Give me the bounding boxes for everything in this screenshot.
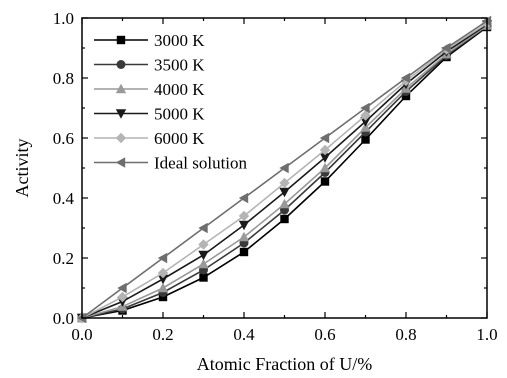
x-tick-label: 0.4 — [233, 325, 255, 344]
legend-marker — [116, 35, 126, 45]
data-point — [400, 72, 411, 84]
data-point — [157, 267, 169, 279]
legend-marker — [116, 60, 126, 69]
data-point — [280, 214, 289, 224]
legend-entry: 4000 K — [94, 80, 205, 99]
data-point — [198, 239, 209, 250]
legend-marker — [115, 157, 126, 168]
legend-label: 6000 K — [154, 129, 205, 148]
y-tick-label: 0.2 — [53, 249, 74, 268]
data-point — [279, 162, 289, 174]
axes: 0.0 0.2 0.4 0.6 0.8 1.0 0.0 0.2 0.4 0.6 0.8 1.0 — [53, 9, 498, 344]
y-tick-label: 0.4 — [53, 189, 75, 208]
x-tick-label: 0.6 — [314, 325, 335, 344]
data-point — [360, 110, 371, 121]
series-line — [81, 24, 488, 319]
data-point — [117, 282, 127, 294]
data-point — [198, 222, 208, 234]
data-point — [360, 117, 371, 127]
data-point — [239, 247, 249, 257]
legend-entry: Ideal solution — [94, 154, 248, 173]
data-point — [360, 102, 370, 114]
y-tick-label: 1.0 — [53, 9, 74, 28]
data-point — [238, 231, 250, 242]
data-point — [238, 220, 250, 231]
legend-entry: 5000 K — [94, 105, 205, 124]
legend-marker — [115, 83, 127, 94]
data-point — [320, 177, 330, 186]
data-point — [319, 144, 331, 156]
legend-entry: 3000 K — [94, 31, 205, 50]
x-axis-title: Atomic Fraction of U/% — [197, 354, 372, 374]
y-tick-label: 0.8 — [53, 69, 74, 88]
data-point — [198, 250, 209, 261]
data-point — [157, 274, 169, 285]
data-point — [441, 42, 451, 54]
data-point — [319, 132, 330, 144]
y-tick-label: 0.6 — [53, 129, 74, 148]
y-axis-title: Activity — [12, 139, 32, 198]
data-point — [319, 153, 331, 163]
legend-marker — [115, 109, 127, 119]
legend-label: 5000 K — [154, 105, 205, 124]
series-line — [81, 25, 488, 319]
data-point — [157, 252, 168, 264]
legend-marker — [115, 132, 127, 144]
x-tick-label: 0.0 — [71, 325, 92, 344]
legend-label: 3000 K — [154, 31, 205, 50]
x-tick-label: 0.2 — [152, 325, 173, 344]
series-ideal-solution — [76, 15, 492, 324]
data-point — [361, 135, 370, 144]
plot-area — [76, 15, 493, 324]
legend-label: Ideal solution — [154, 154, 248, 173]
x-tick-label: 0.8 — [395, 325, 416, 344]
data-point — [117, 291, 128, 303]
series-3500-k — [77, 21, 492, 323]
x-tick-label: 1.0 — [476, 325, 497, 344]
data-point — [238, 192, 249, 204]
legend: 3000 K 3500 K 4000 K 5000 K 6000 K Ideal solu… — [94, 31, 248, 173]
data-point — [360, 122, 371, 132]
data-point — [279, 177, 290, 189]
legend-entry: 6000 K — [94, 129, 205, 148]
legend-label: 3500 K — [154, 56, 205, 75]
legend-entry: 3500 K — [94, 56, 205, 75]
data-point — [199, 273, 208, 282]
data-point — [198, 258, 209, 269]
legend-label: 4000 K — [154, 80, 205, 99]
data-point — [157, 282, 169, 293]
data-point — [238, 210, 250, 222]
data-point — [279, 198, 290, 209]
data-point — [279, 187, 290, 198]
data-point — [319, 162, 331, 173]
y-tick-label: 0.0 — [53, 309, 74, 328]
series-5000-k — [76, 20, 493, 324]
